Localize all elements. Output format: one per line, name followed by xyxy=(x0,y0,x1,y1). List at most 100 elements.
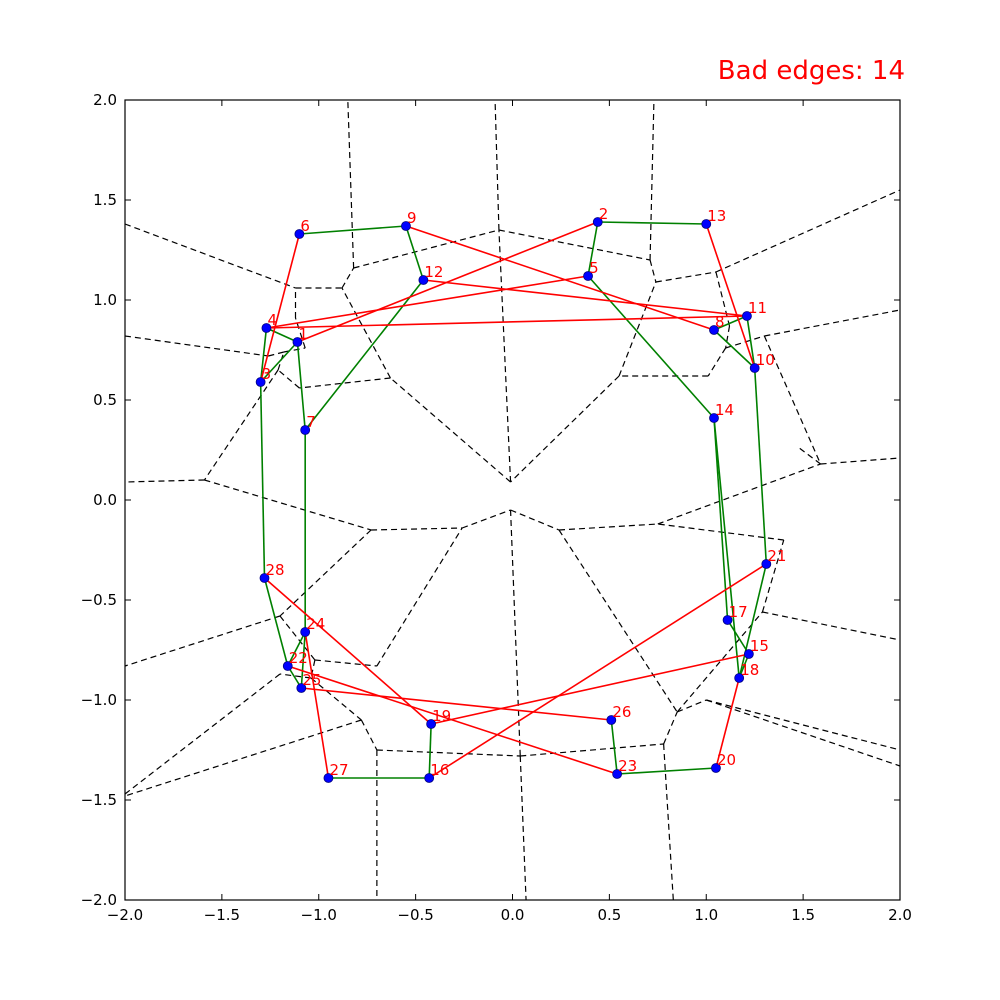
point-4 xyxy=(261,323,272,333)
point-7 xyxy=(300,425,311,435)
voronoi-segment-17 xyxy=(820,457,901,465)
voronoi-segment-16 xyxy=(763,335,822,465)
point-label-4: 4 xyxy=(267,311,277,329)
point-label-28: 28 xyxy=(266,561,285,579)
y-tick-label-3: 1.0 xyxy=(93,291,117,309)
voronoi-segment-10 xyxy=(655,271,717,283)
point-16 xyxy=(424,773,435,783)
voronoi-segment-9 xyxy=(649,259,657,283)
voronoi-segment-48 xyxy=(279,673,312,679)
voronoi-segment-50 xyxy=(310,677,362,721)
voronoi-segment-25 xyxy=(341,287,391,379)
point-label-3: 3 xyxy=(262,365,272,383)
voronoi-segment-15 xyxy=(764,309,901,337)
bad-edge-6-3 xyxy=(259,233,301,383)
x-tick-label-7: 1.0 xyxy=(694,906,718,924)
bad-edge-28-19 xyxy=(263,577,432,725)
point-17 xyxy=(722,615,733,625)
good-edge-24-25 xyxy=(300,631,306,689)
good-edge-22-24 xyxy=(287,631,306,667)
point-14 xyxy=(709,413,719,423)
point-label-14: 14 xyxy=(715,401,734,419)
good-edge-4-1 xyxy=(266,327,298,343)
voronoi-segment-34 xyxy=(204,479,372,531)
voronoi-segment-36 xyxy=(268,351,285,357)
good-edge-21-18 xyxy=(738,563,768,679)
good-edge-17-15 xyxy=(726,619,750,655)
bad-edge-12-11 xyxy=(423,279,748,317)
bad-edge-4-11 xyxy=(266,315,747,329)
voronoi-segment-59 xyxy=(676,699,707,713)
x-tick-label-2: −1.5 xyxy=(204,906,240,924)
voronoi-segment-30 xyxy=(294,317,306,349)
voronoi-segment-8 xyxy=(649,99,655,261)
voronoi-segment-4 xyxy=(347,99,355,269)
y-tick-label-4: 0.5 xyxy=(93,391,117,409)
point-label-22: 22 xyxy=(289,649,308,667)
voronoi-segment-13 xyxy=(725,325,731,349)
point-25 xyxy=(296,683,307,693)
good-edge-11-10 xyxy=(746,315,756,369)
bad-edge-25-26 xyxy=(301,687,612,721)
point-label-25: 25 xyxy=(302,671,321,689)
point-18 xyxy=(734,673,745,683)
good-edge-3-4 xyxy=(259,327,268,383)
voronoi-segment-52 xyxy=(360,719,378,751)
voronoi-segment-37 xyxy=(371,527,463,531)
good-edge-14-17 xyxy=(713,417,729,621)
point-26 xyxy=(606,715,617,725)
good-edge-23-20 xyxy=(617,767,716,775)
y-tick-label-1: 2.0 xyxy=(93,91,117,109)
good-edge-6-9 xyxy=(299,225,406,235)
y-tick-label-5: 0.0 xyxy=(93,491,117,509)
point-label-24: 24 xyxy=(306,615,325,633)
bad-edge-19-15 xyxy=(430,653,750,725)
point-6 xyxy=(294,229,305,239)
voronoi-segment-40 xyxy=(558,523,658,531)
voronoi-segment-6 xyxy=(494,99,500,231)
point-12 xyxy=(418,275,429,285)
voronoi-segment-1 xyxy=(124,223,296,289)
point-label-10: 10 xyxy=(756,351,775,369)
voronoi-segment-19 xyxy=(707,347,727,377)
x-tick-label-3: −1.0 xyxy=(301,906,337,924)
good-edge-3-28 xyxy=(259,381,266,579)
voronoi-segment-63 xyxy=(762,611,901,641)
y-tick-label-9: −2.0 xyxy=(81,891,117,909)
voronoi-segment-60 xyxy=(706,699,901,751)
bad-edge-16-21 xyxy=(428,563,767,779)
point-label-2: 2 xyxy=(599,205,609,223)
point-10 xyxy=(749,363,760,373)
good-edge-26-23 xyxy=(610,719,618,775)
voronoi-segment-56 xyxy=(520,743,664,757)
voronoi-segment-67 xyxy=(509,509,521,757)
point-label-18: 18 xyxy=(740,661,759,679)
point-13 xyxy=(701,219,712,229)
y-tick-label-6: −0.5 xyxy=(81,591,117,609)
point-8 xyxy=(709,325,719,335)
voronoi-segment-65 xyxy=(657,523,784,541)
point-22 xyxy=(282,661,293,671)
point-label-7: 7 xyxy=(306,413,316,431)
point-label-21: 21 xyxy=(767,547,786,565)
point-label-13: 13 xyxy=(707,207,726,225)
voronoi-segment-57 xyxy=(663,743,674,901)
point-label-26: 26 xyxy=(612,703,631,721)
good-edge-16-19 xyxy=(428,723,432,779)
point-label-11: 11 xyxy=(748,299,767,317)
voronoi-segment-49 xyxy=(124,673,281,795)
label-layer: 1234567891011121314151617181920212223242… xyxy=(262,205,787,779)
point-21 xyxy=(761,559,772,569)
voronoi-segment-41 xyxy=(657,463,821,525)
point-20 xyxy=(711,763,721,773)
y-tick-label-7: −1.0 xyxy=(81,691,117,709)
voronoi-segment-29 xyxy=(283,347,306,353)
voronoi-segment-39 xyxy=(510,509,560,531)
axis-layer: −2.0 −1.5 −1.0 −0.5 0.0 0.5 1.0 1.5 2.0 2.0 1.5 1.0… xyxy=(81,91,912,924)
voronoi-segment-32 xyxy=(203,369,279,481)
bad-edge-13-10 xyxy=(705,223,756,369)
bad-edge-5-4 xyxy=(266,275,589,329)
voronoi-layer xyxy=(124,99,901,901)
